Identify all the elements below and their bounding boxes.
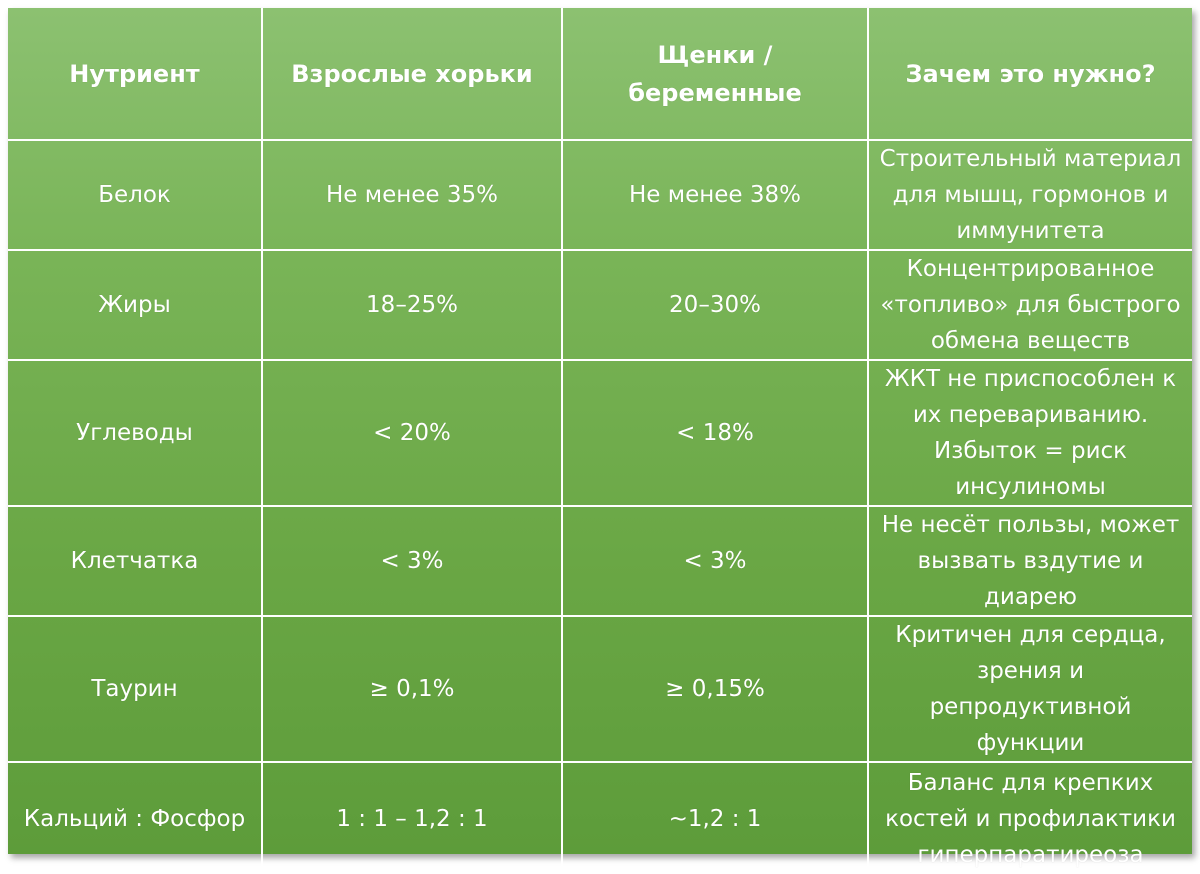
cell-young-value: ≥ 0,15% <box>561 615 869 763</box>
cell-adult-value: ≥ 0,1% <box>261 615 563 763</box>
cell-adult-value: < 3% <box>261 505 563 617</box>
cell-nutrient: Таурин <box>8 615 263 763</box>
cell-nutrient: Жиры <box>8 249 263 361</box>
cell-young-value: ~1,2 : 1 <box>561 761 869 874</box>
table-header-row: Нутриент Взрослые хорьки Щенки / беремен… <box>8 8 1192 141</box>
cell-adult-value: < 20% <box>261 359 563 507</box>
cell-adult-value: 1 : 1 – 1,2 : 1 <box>261 761 563 874</box>
header-nutrient: Нутриент <box>8 8 263 141</box>
cell-nutrient: Белок <box>8 139 263 251</box>
cell-adult-value: 18–25% <box>261 249 563 361</box>
table-row: Углеводы < 20% < 18% ЖКТ не приспособлен… <box>8 359 1192 507</box>
cell-nutrient: Кальций : Фосфор <box>8 761 263 874</box>
nutrient-table-frame: Нутриент Взрослые хорьки Щенки / беремен… <box>8 8 1192 874</box>
header-adult-ferrets: Взрослые хорьки <box>261 8 563 141</box>
header-why-needed: Зачем это нужно? <box>867 8 1192 141</box>
table-row: Кальций : Фосфор 1 : 1 – 1,2 : 1 ~1,2 : … <box>8 761 1192 874</box>
cell-nutrient: Углеводы <box>8 359 263 507</box>
cell-why: Критичен для сердца, зрения и репродукти… <box>867 615 1192 763</box>
table-row: Клетчатка < 3% < 3% Не несёт пользы, мож… <box>8 505 1192 617</box>
header-kits-pregnant: Щенки / беременные <box>561 8 869 141</box>
cell-why: Не несёт пользы, может вызвать вздутие и… <box>867 505 1192 617</box>
cell-young-value: Не менее 38% <box>561 139 869 251</box>
cell-young-value: < 3% <box>561 505 869 617</box>
table-row: Белок Не менее 35% Не менее 38% Строител… <box>8 139 1192 251</box>
nutrient-table: Нутриент Взрослые хорьки Щенки / беремен… <box>8 8 1192 874</box>
cell-why: ЖКТ не приспособлен к их перевариванию. … <box>867 359 1192 507</box>
cell-why: Концентрированное «топливо» для быстрого… <box>867 249 1192 361</box>
table-row: Таурин ≥ 0,1% ≥ 0,15% Критичен для сердц… <box>8 615 1192 763</box>
cell-young-value: 20–30% <box>561 249 869 361</box>
cell-why: Баланс для крепких костей и профилактики… <box>867 761 1192 874</box>
cell-why: Строительный материал для мышц, гормонов… <box>867 139 1192 251</box>
cell-young-value: < 18% <box>561 359 869 507</box>
cell-nutrient: Клетчатка <box>8 505 263 617</box>
table-row: Жиры 18–25% 20–30% Концентрированное «то… <box>8 249 1192 361</box>
cell-adult-value: Не менее 35% <box>261 139 563 251</box>
